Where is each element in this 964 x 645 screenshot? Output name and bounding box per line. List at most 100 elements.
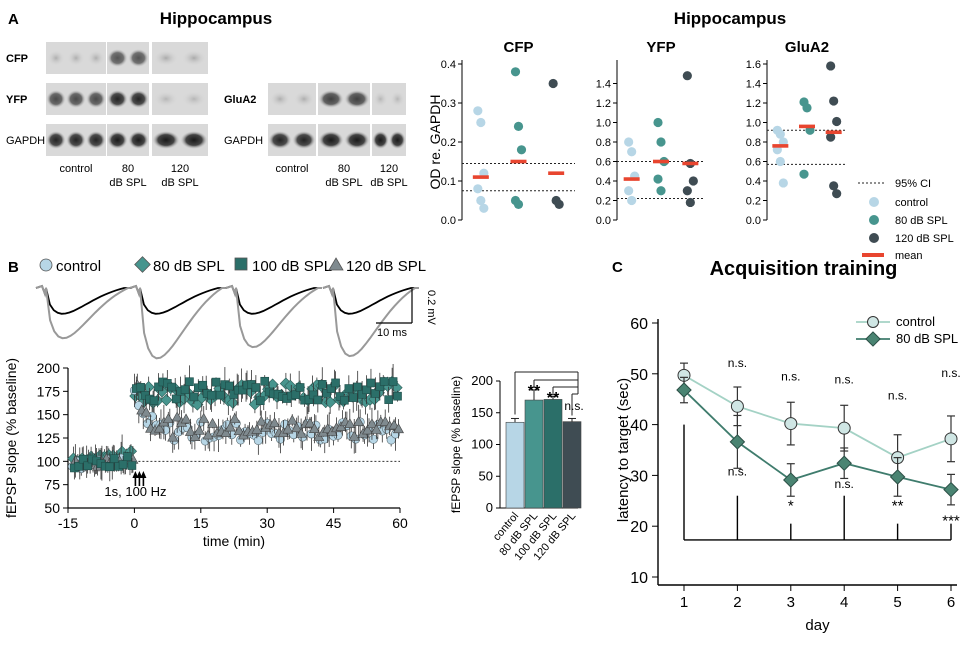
ltp-x-tick-label: 0 — [131, 515, 139, 531]
ltp-y-tick-label: 150 — [37, 407, 61, 423]
point-glua2-80dBSPL — [799, 169, 809, 179]
ltp-x-tick-label: 15 — [193, 515, 209, 531]
legend-panel-b: control 80 dB SPL 100 dB SPL 120 dB SPL — [39, 256, 426, 275]
legend-marker-mean — [862, 253, 884, 257]
mean-bar-cfp — [472, 175, 489, 179]
ltp-point-120-dB-SPL — [193, 424, 205, 435]
ltp-point-100-dB-SPL — [384, 395, 393, 404]
point-yfp-80dBSPL — [656, 137, 666, 147]
point-cfp-control — [476, 117, 486, 128]
ltp-y-tick-label: 175 — [37, 383, 61, 399]
point-cfp-80dBSPL — [513, 121, 524, 131]
ltp-point-120-dB-SPL — [282, 423, 294, 434]
point-cfp-120dBSPL — [548, 78, 558, 89]
trace-post-ltp — [225, 284, 322, 349]
mean-bar-glua2 — [772, 144, 789, 148]
point-glua2-120dBSPL — [832, 116, 842, 127]
trace-baseline — [225, 284, 318, 315]
ltp-y-axis-label: fEPSP slope (% baseline) — [3, 358, 19, 518]
acq-legend-label-80db: 80 dB SPL — [896, 331, 958, 346]
legend-marker-100db-b — [234, 257, 248, 271]
ltp-point-100-dB-SPL — [171, 394, 181, 404]
blot-lane-unit: dB SPL — [370, 177, 407, 189]
acq-x-tick-label: 6 — [947, 594, 955, 611]
acq-point-80db — [943, 481, 959, 498]
ltp-point-120-dB-SPL — [392, 423, 405, 434]
ltp-point-control — [368, 434, 378, 444]
acq-point-80db — [676, 382, 692, 398]
ltp-point-120-dB-SPL — [140, 406, 152, 417]
acq-sig-bottom: ** — [892, 497, 904, 514]
y-tick-label-cfp: 0.4 — [441, 59, 456, 71]
ltp-point-100-dB-SPL — [154, 382, 163, 392]
ltp-point-100-dB-SPL — [180, 385, 190, 394]
acq-sig-bottom: * — [788, 497, 794, 514]
acquisition-chart: Acquisition training 10 20 30 40 50 60 1 2 3 4 5 6 da… — [615, 258, 961, 634]
ltp-point-120-dB-SPL — [184, 425, 196, 436]
acq-y-tick-label: 30 — [630, 468, 648, 485]
legend-label-80db-b: 80 dB SPL — [153, 258, 225, 275]
blot-left-r0-g0-band — [46, 49, 66, 67]
acq-sig-top: n.s. — [781, 369, 800, 383]
blot-left-r1-g2-band — [180, 90, 208, 108]
ltp-point-100-dB-SPL — [109, 454, 119, 463]
blot-lane-unit: dB SPL — [109, 177, 146, 189]
point-yfp-120dBSPL — [682, 186, 692, 196]
ltp-point-120-dB-SPL — [162, 413, 174, 424]
panel-b-label: B — [8, 259, 19, 276]
point-cfp-control — [476, 195, 486, 206]
ltp-point-120-dB-SPL — [167, 431, 179, 442]
point-yfp-control — [624, 137, 634, 147]
ltp-point-120-dB-SPL — [366, 418, 378, 429]
legend-label-control-b: control — [56, 258, 101, 275]
legend-label-120db-b: 120 dB SPL — [346, 258, 426, 275]
legend-label-control: control — [895, 197, 928, 209]
stim-arrow-head — [140, 471, 147, 478]
scatter-title-yfp: YFP — [646, 39, 675, 56]
y-tick-label-cfp: 0.2 — [441, 137, 456, 149]
ltp-point-100-dB-SPL — [123, 452, 132, 461]
blot-left-r2-g0-band — [86, 131, 106, 149]
y-tick-label-glua2: 1.2 — [746, 98, 761, 110]
ltp-point-100-dB-SPL — [260, 376, 270, 386]
acq-point-80db — [783, 472, 799, 488]
ltp-point-100-dB-SPL — [127, 461, 137, 470]
ltp-point-120-dB-SPL — [198, 412, 210, 423]
ltp-point-120-dB-SPL — [233, 425, 245, 436]
acq-title: Acquisition training — [710, 258, 898, 280]
mean-bar-cfp — [548, 171, 565, 175]
blot-left-r2-g2-band — [180, 131, 208, 149]
ltp-time-course: 50 75 100 125 150 175 200 -15 0 15 30 45 60 time (min… — [3, 358, 408, 549]
bar-y-tick-label: 150 — [471, 405, 493, 420]
point-glua2-120dBSPL — [826, 61, 836, 71]
stim-label: 1s, 100 Hz — [104, 484, 166, 499]
western-blots: CFP YFP GAPDH GluA2 GAPDH control 80 dB SPL 120 d… — [6, 42, 408, 189]
acq-x-axis-label: day — [805, 617, 830, 634]
ltp-point-100-dB-SPL — [388, 377, 398, 386]
ltp-point-120-dB-SPL — [269, 417, 281, 428]
bar-y-tick-label: 50 — [479, 468, 493, 483]
blot-row-label-right: GluA2 — [224, 94, 256, 106]
ltp-point-100-dB-SPL — [371, 389, 380, 398]
ltp-point-120-dB-SPL — [189, 431, 201, 441]
scale-bar: 10 ms 0.2 mV — [376, 289, 437, 339]
ltp-point-100-dB-SPL — [362, 385, 371, 395]
blot-right-r0-g1-band — [344, 90, 370, 108]
ltp-point-100-dB-SPL — [149, 396, 159, 405]
stim-arrow-head — [132, 471, 139, 478]
ltp-x-tick-label: 30 — [259, 515, 275, 531]
y-tick-label-glua2: 0.6 — [746, 157, 761, 169]
ltp-point-120-dB-SPL — [251, 423, 263, 434]
blot-left-r2-g0-band — [46, 131, 66, 149]
point-yfp-control — [624, 186, 634, 196]
blot-left-r0-g1-band — [128, 49, 149, 67]
ltp-point-100-dB-SPL — [74, 462, 84, 471]
blot-right-r0-g0-band — [292, 90, 316, 108]
point-yfp-80dBSPL — [653, 174, 663, 184]
blot-left-r2-g1-band — [107, 131, 128, 149]
blot-row-label-left: CFP — [6, 53, 28, 65]
point-glua2-80dBSPL — [802, 103, 812, 113]
ltp-point-100-dB-SPL — [251, 383, 261, 392]
ltp-point-100-dB-SPL — [225, 381, 234, 391]
